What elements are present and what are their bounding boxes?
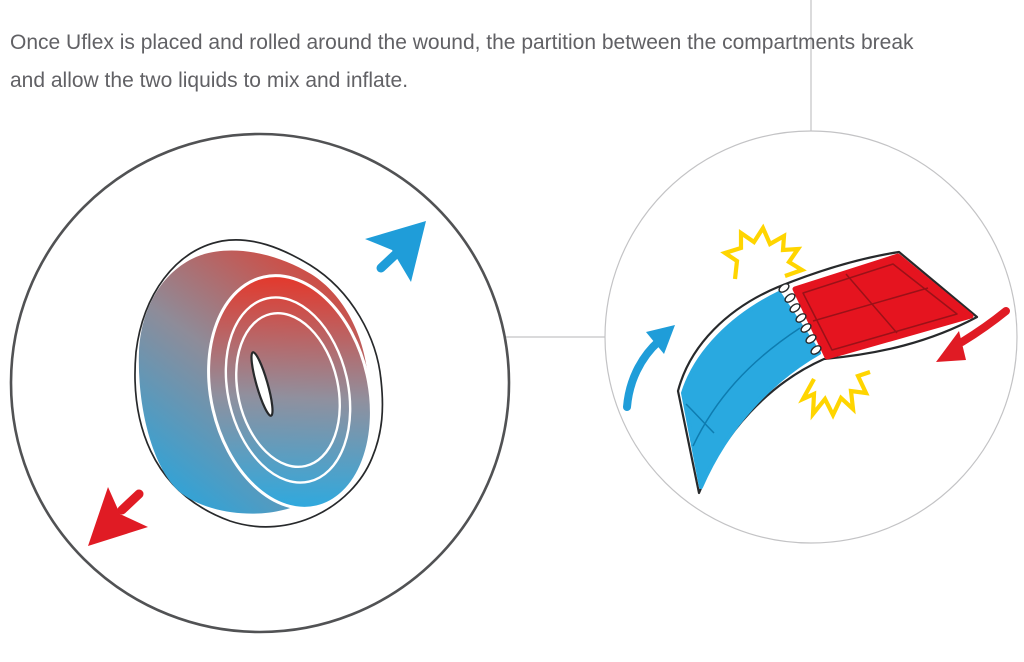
caption: Once Uflex is placed and rolled around t… [10, 24, 1018, 100]
blue-compartment-crossline [685, 403, 715, 434]
lift-arrow-blue-icon [623, 325, 675, 411]
caption-line-1: Once Uflex is placed and rolled around t… [10, 31, 914, 54]
blue-compartment [681, 291, 821, 489]
red-compartment-border [802, 263, 958, 351]
lift-arrow-shaft [623, 337, 663, 411]
press-arrow-head [936, 331, 966, 362]
blue-arrow-tail [376, 248, 402, 273]
roll-direction-arrow-red-icon [88, 487, 148, 546]
bubble [789, 303, 801, 313]
bubble [784, 293, 796, 303]
red-arrow-tail [117, 489, 144, 515]
burst-bottom-icon [798, 370, 871, 421]
bubble [795, 313, 807, 323]
activated-strip-illustration [623, 223, 1010, 495]
partition-bubbles [778, 283, 822, 355]
bubble [805, 334, 817, 344]
lift-arrow-head [646, 325, 675, 354]
burst-top-icon [720, 223, 807, 280]
blue-compartment-seam [692, 327, 801, 447]
bubble [810, 345, 822, 355]
roll-layer-ring-outer [224, 296, 352, 484]
roll-layer-ring-inner [235, 311, 341, 469]
roll-direction-arrow-blue-icon [365, 221, 426, 282]
blue-arrow-head [365, 221, 426, 282]
red-compartment-crossline [845, 273, 898, 334]
rolled-bandage-illustration [88, 221, 426, 546]
roll-outline [134, 239, 384, 528]
bubble [800, 323, 812, 333]
press-arrow-shaft [958, 307, 1010, 346]
red-compartment-seam [812, 287, 929, 322]
roll-core-slit [250, 351, 274, 417]
bubble [778, 283, 790, 293]
press-arrow-red-icon [936, 307, 1010, 362]
red-arrow-head [88, 487, 148, 546]
caption-line-2: and allow the two liquids to mix and inf… [10, 69, 409, 92]
